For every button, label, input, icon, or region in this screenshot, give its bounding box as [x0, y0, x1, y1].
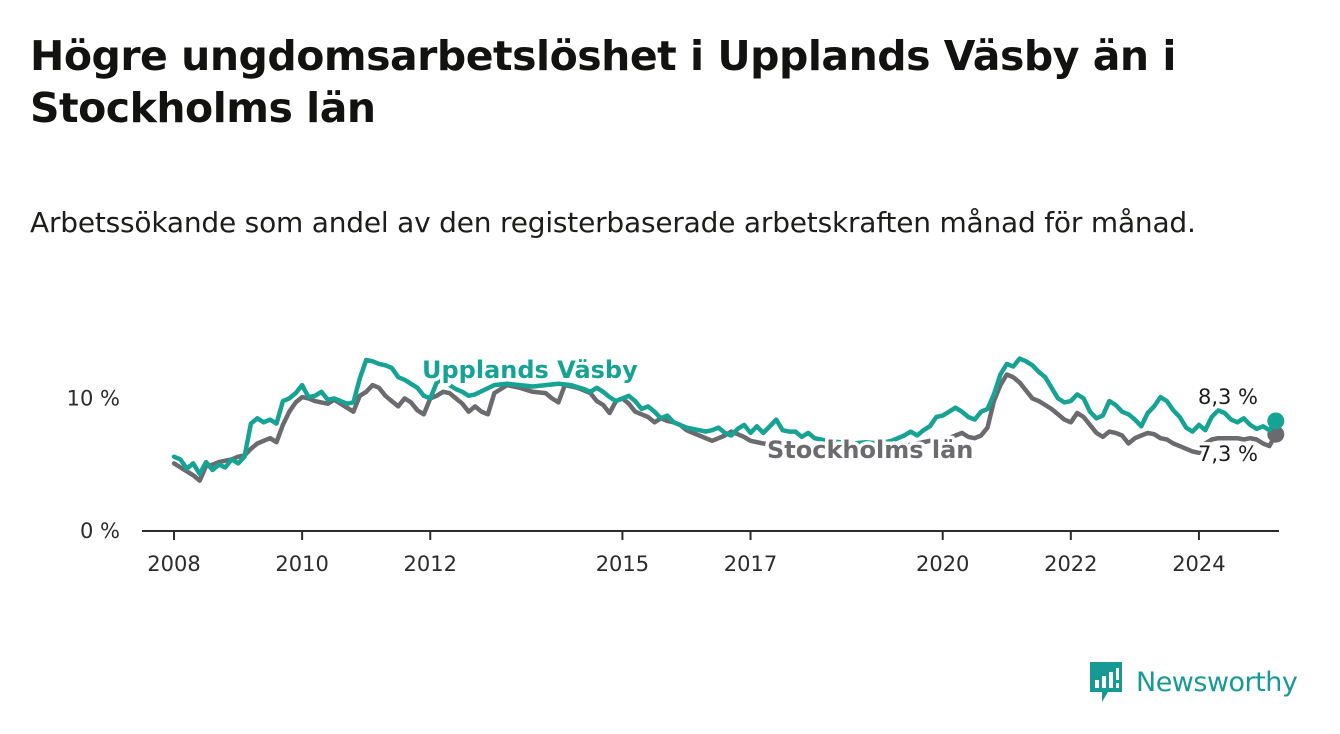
x-axis-ticks: 2008 2010 2012 2015 2017 2020 2022 2024: [147, 531, 1226, 576]
brand-name: Newsworthy: [1136, 666, 1298, 698]
end-value-stockholms-lan: 7,3 %: [1198, 442, 1258, 466]
x-tick-label: 2017: [724, 552, 777, 576]
y-axis-ticks: 0 % 10 %: [67, 386, 120, 543]
series-labels: Upplands Väsby Stockholms län 8,3 % 7,3 %: [419, 353, 1262, 470]
series-line-upplands-vasby: [171, 356, 1279, 477]
series-end-point: [1267, 412, 1285, 430]
y-tick-label: 10 %: [67, 386, 120, 410]
bar-chart-logo-icon: [1090, 662, 1122, 702]
x-tick-label: 2024: [1172, 552, 1225, 576]
x-tick-label: 2010: [275, 552, 328, 576]
x-tick-label: 2012: [404, 552, 457, 576]
end-value-upplands-vasby: 8,3 %: [1198, 385, 1258, 409]
x-tick-label: 2008: [147, 552, 200, 576]
newsworthy-logo: Newsworthy: [1088, 660, 1298, 704]
series-lines: [171, 356, 1285, 483]
x-tick-label: 2020: [916, 552, 969, 576]
x-tick-label: 2022: [1044, 552, 1097, 576]
x-tick-label: 2015: [596, 552, 649, 576]
series-label-stockholms-lan: Stockholms län: [767, 436, 973, 464]
series-line-stockholms-lan: [171, 372, 1279, 483]
series-label-upplands-vasby: Upplands Väsby: [422, 356, 638, 384]
y-tick-label: 0 %: [80, 519, 120, 543]
chart-subtitle: Arbetssökande som andel av den registerb…: [30, 206, 1196, 239]
chart-title: Högre ungdomsarbetslöshet i Upplands Väs…: [30, 32, 1176, 132]
